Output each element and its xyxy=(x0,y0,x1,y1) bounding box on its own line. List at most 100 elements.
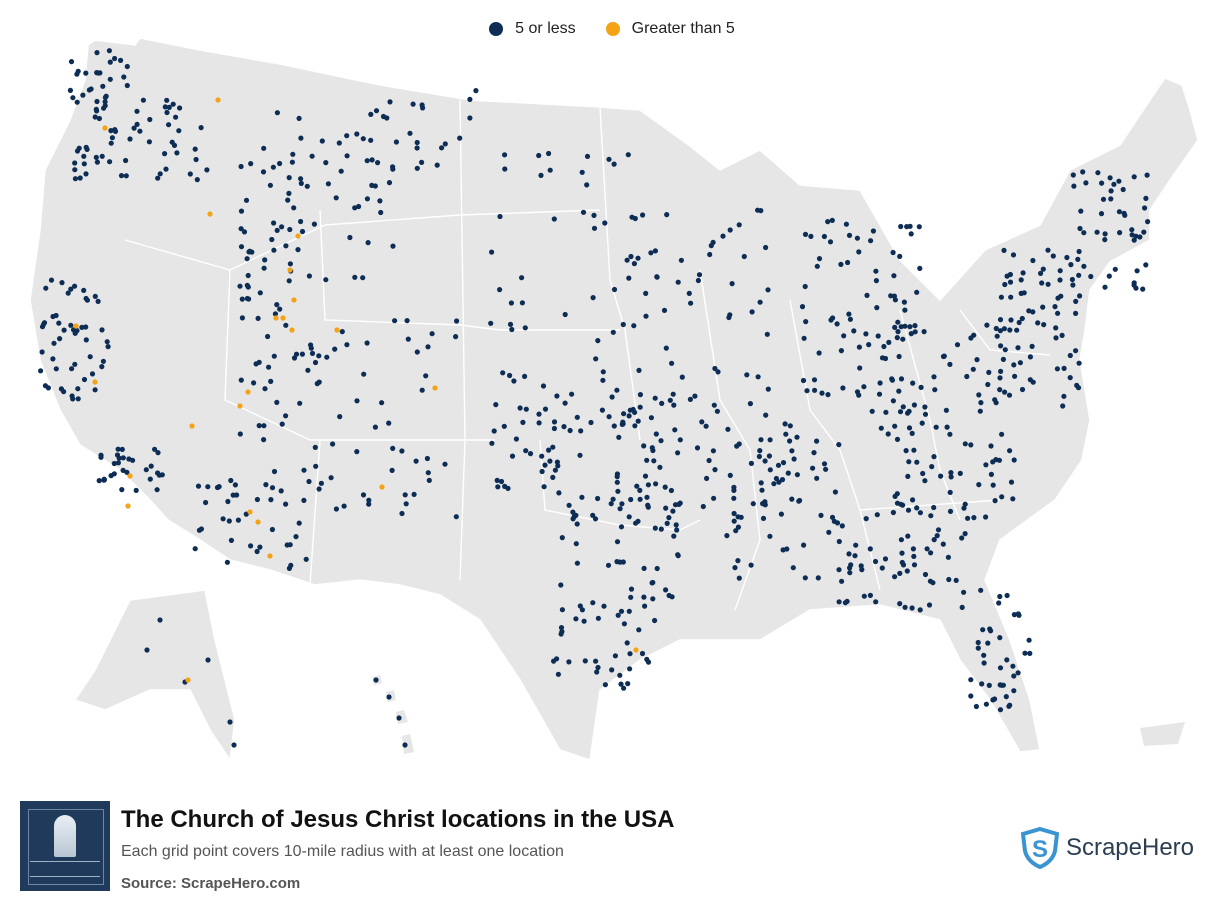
grid-point xyxy=(694,445,701,451)
grid-point xyxy=(389,467,395,473)
grid-point xyxy=(811,377,818,383)
grid-point xyxy=(618,524,625,530)
grid-point xyxy=(99,327,105,333)
grid-point xyxy=(674,527,680,533)
grid-point xyxy=(637,496,643,502)
grid-point xyxy=(352,274,358,280)
grid-point xyxy=(112,127,118,133)
grid-point xyxy=(944,424,950,430)
grid-point xyxy=(94,159,100,165)
grid-point xyxy=(668,487,675,494)
grid-point xyxy=(507,372,513,379)
grid-point xyxy=(124,63,130,70)
grid-point xyxy=(114,452,121,458)
contiguous-us-landmass xyxy=(29,37,1199,761)
grid-point-high xyxy=(255,519,261,525)
grid-point xyxy=(692,393,698,399)
grid-point xyxy=(811,450,817,456)
grid-point xyxy=(303,556,309,562)
grid-point xyxy=(905,473,911,479)
grid-point xyxy=(731,487,737,493)
grid-point xyxy=(757,448,763,454)
grid-point xyxy=(442,141,448,147)
grid-point xyxy=(278,488,284,494)
grid-point-high xyxy=(245,389,251,395)
grid-point xyxy=(729,281,735,287)
grid-point xyxy=(92,114,98,120)
grid-point xyxy=(582,658,588,664)
grid-point xyxy=(318,480,324,486)
grid-point xyxy=(552,467,559,473)
grid-point xyxy=(787,423,793,429)
grid-point xyxy=(547,167,553,173)
hawaii-islands xyxy=(372,675,414,754)
grid-point xyxy=(897,253,903,259)
grid-point xyxy=(1122,212,1128,218)
grid-point xyxy=(899,550,905,556)
grid-point xyxy=(794,472,801,478)
grid-point xyxy=(119,446,125,452)
grid-point xyxy=(869,408,875,414)
grid-point xyxy=(620,419,626,425)
grid-point xyxy=(162,104,168,110)
grid-point xyxy=(663,505,669,511)
grid-point xyxy=(1004,592,1010,599)
svg-text:S: S xyxy=(1032,836,1048,863)
grid-point xyxy=(861,593,867,599)
grid-point xyxy=(1098,211,1105,217)
grid-point xyxy=(789,448,795,454)
grid-point xyxy=(621,411,627,417)
grid-point xyxy=(815,575,821,581)
grid-point xyxy=(873,278,880,284)
grid-point xyxy=(261,265,267,271)
grid-point xyxy=(261,423,267,429)
grid-point xyxy=(688,300,694,306)
grid-point xyxy=(1052,304,1058,310)
grid-point xyxy=(551,425,558,432)
grid-point xyxy=(590,512,596,518)
grid-point xyxy=(316,379,322,385)
grid-point xyxy=(1137,234,1143,240)
grid-point xyxy=(298,135,304,141)
grid-point xyxy=(652,525,658,531)
grid-point xyxy=(225,498,231,505)
grid-point xyxy=(985,640,991,646)
grid-point xyxy=(790,565,796,571)
grid-point xyxy=(1061,365,1067,371)
grid-point xyxy=(765,287,771,293)
grid-point xyxy=(931,537,937,543)
grid-point xyxy=(118,173,125,179)
puerto-rico xyxy=(1140,722,1185,746)
grid-point xyxy=(593,658,599,664)
grid-point xyxy=(846,232,853,238)
grid-point xyxy=(546,150,552,157)
grid-point xyxy=(295,247,301,253)
grid-point xyxy=(773,475,780,482)
grid-point xyxy=(907,324,913,330)
grid-point xyxy=(720,233,726,239)
grid-point xyxy=(628,496,634,503)
grid-point xyxy=(550,474,556,480)
grid-point xyxy=(137,128,143,134)
grid-point xyxy=(1069,276,1075,283)
grid-point xyxy=(1070,282,1076,288)
grid-point xyxy=(1015,611,1021,617)
grid-point xyxy=(981,652,987,658)
grid-point xyxy=(1020,270,1026,276)
grid-point xyxy=(711,495,717,501)
grid-point xyxy=(715,369,721,375)
grid-point xyxy=(910,546,917,552)
grid-point xyxy=(100,83,106,89)
grid-point xyxy=(386,420,392,426)
legend-dot-icon xyxy=(605,22,620,36)
grid-point xyxy=(354,398,360,404)
grid-point xyxy=(748,460,755,466)
grid-point xyxy=(614,387,620,393)
grid-point xyxy=(611,423,617,429)
grid-point xyxy=(968,677,974,683)
grid-point xyxy=(791,456,797,462)
grid-point xyxy=(840,385,846,391)
grid-point xyxy=(169,139,175,145)
grid-point xyxy=(644,457,650,463)
legend-dot-icon xyxy=(489,22,504,36)
